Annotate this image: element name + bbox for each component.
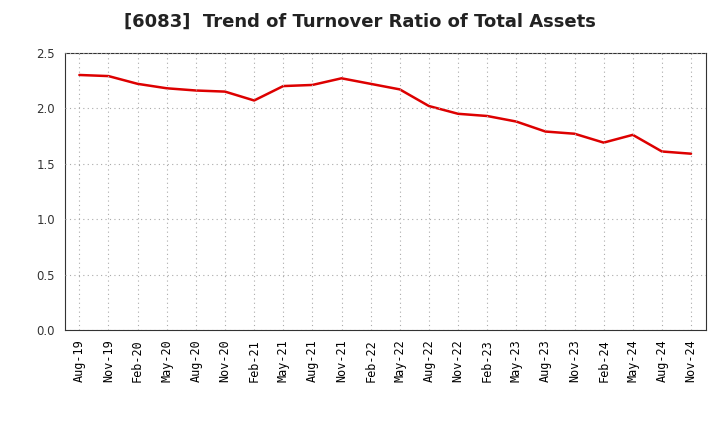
Text: [6083]  Trend of Turnover Ratio of Total Assets: [6083] Trend of Turnover Ratio of Total … (124, 13, 596, 31)
